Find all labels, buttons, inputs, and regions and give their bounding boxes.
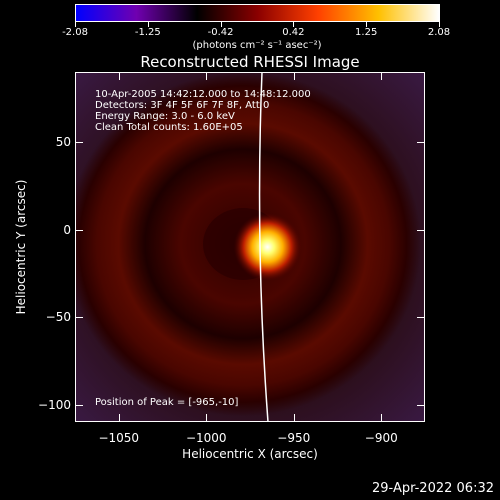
y-axis-label: Heliocentric Y (arcsec): [14, 179, 28, 315]
time-range-text: 10-Apr-2005 14:42:12.000 to 14:48:12.000: [95, 89, 311, 100]
colorbar-tick: [147, 22, 149, 27]
y-tick-label: −50: [45, 310, 71, 324]
y-tick-right: [417, 404, 425, 406]
x-tick-bottom: [293, 414, 295, 422]
y-tick-label: 50: [55, 135, 71, 149]
rhessi-image: [75, 72, 425, 422]
x-tick-label: −1050: [98, 431, 140, 445]
image-svg: [75, 72, 425, 422]
y-tick-label: −100: [38, 397, 71, 412]
colorbar-tick: [75, 22, 76, 27]
colorbar-tick-label: -1.25: [134, 27, 161, 38]
timestamp: 29-Apr-2022 06:32: [372, 481, 494, 496]
y-tick-left: [75, 404, 83, 406]
x-tick-top: [381, 72, 383, 80]
flare-source: [233, 213, 302, 281]
peak-position-text: Position of Peak = [-965,-10]: [95, 397, 239, 408]
x-tick-bottom: [118, 414, 120, 422]
x-tick-label: −1000: [185, 431, 227, 445]
x-tick-top: [118, 72, 120, 80]
x-tick-bottom: [206, 414, 208, 422]
x-tick-top: [293, 72, 295, 80]
y-tick-right: [417, 142, 425, 143]
y-tick-right: [417, 317, 425, 318]
x-tick-bottom: [381, 414, 383, 422]
x-axis-label: Heliocentric X (arcsec): [182, 447, 318, 461]
energy-range-text: Energy Range: 3.0 - 6.0 keV: [95, 111, 235, 122]
y-tick-left: [75, 229, 83, 231]
colorbar-tick-label: 2.08: [427, 27, 451, 38]
colorbar-tick-label: 0.42: [282, 27, 305, 38]
colorbar-tick: [366, 22, 368, 27]
plot-title: Reconstructed RHESSI Image: [140, 53, 360, 71]
x-tick-label: −950: [277, 431, 311, 445]
y-tick-label: 0: [63, 222, 71, 237]
y-tick-right: [417, 229, 425, 231]
solar-limb-line: [258, 72, 269, 422]
y-tick-left: [75, 142, 83, 143]
colorbar-tick: [293, 22, 295, 27]
clean-counts-text: Clean Total counts: 1.60E+05: [95, 122, 243, 133]
colorbar: [75, 4, 440, 22]
detectors-text: Detectors: 3F 4F 5F 6F 7F 8F, Att 0: [95, 100, 270, 111]
x-tick-top: [206, 72, 208, 80]
y-tick-left: [75, 317, 83, 318]
colorbar-tick-label: 1.25: [355, 27, 378, 38]
colorbar-tick: [439, 22, 440, 27]
colorbar-units: (photons cm⁻² s⁻¹ asec⁻²): [192, 40, 322, 51]
colorbar-tick-label: -0.42: [207, 27, 234, 38]
colorbar-tick: [220, 22, 222, 27]
colorbar-tick-label: -2.08: [62, 27, 88, 38]
x-tick-label: −900: [364, 431, 398, 445]
